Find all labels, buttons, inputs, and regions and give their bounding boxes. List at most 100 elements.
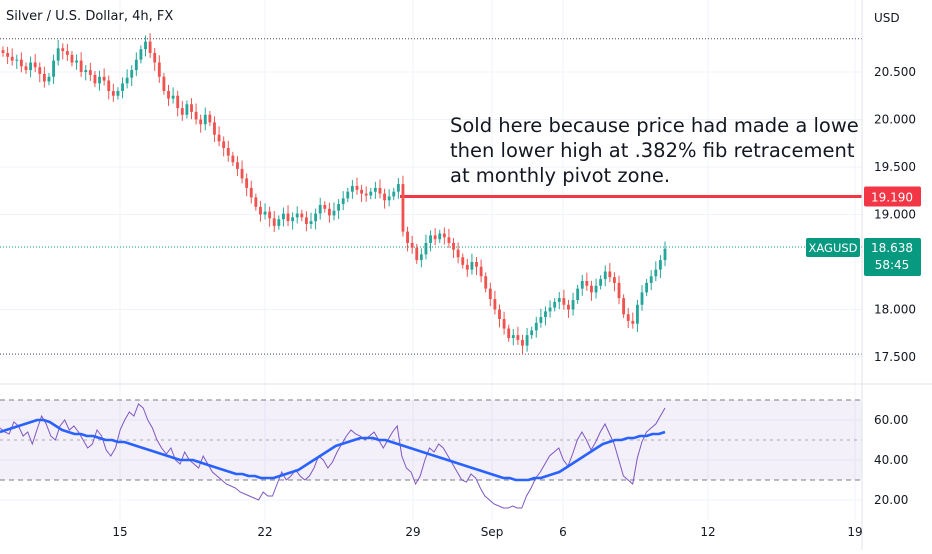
candle-body[interactable] <box>419 254 423 261</box>
candle-body[interactable] <box>654 269 658 277</box>
candlestick-series[interactable] <box>1 33 667 354</box>
candle-body[interactable] <box>658 260 662 270</box>
candle-body[interactable] <box>116 91 120 96</box>
candle-body[interactable] <box>98 76 101 84</box>
candle-body[interactable] <box>484 276 488 289</box>
candle-body[interactable] <box>603 271 607 280</box>
candle-body[interactable] <box>24 66 28 71</box>
candle-body[interactable] <box>562 298 566 305</box>
candle-body[interactable] <box>378 187 382 194</box>
candle-body[interactable] <box>231 155 235 163</box>
candle-body[interactable] <box>282 213 285 220</box>
candle-body[interactable] <box>19 59 23 67</box>
candle-body[interactable] <box>148 41 152 53</box>
candle-body[interactable] <box>608 271 612 278</box>
candle-body[interactable] <box>332 210 336 216</box>
candle-body[interactable] <box>61 48 65 52</box>
candle-body[interactable] <box>493 299 497 310</box>
candle-body[interactable] <box>125 77 129 84</box>
candle-body[interactable] <box>585 281 589 286</box>
candle-body[interactable] <box>373 187 377 192</box>
candle-body[interactable] <box>139 49 143 60</box>
candle-body[interactable] <box>75 60 78 63</box>
candle-body[interactable] <box>383 193 386 201</box>
candle-body[interactable] <box>56 48 60 61</box>
candle-body[interactable] <box>33 62 37 68</box>
candle-body[interactable] <box>144 41 147 50</box>
candle-body[interactable] <box>360 189 364 194</box>
rsi-panel[interactable] <box>0 399 862 509</box>
candle-body[interactable] <box>369 191 373 196</box>
candle-body[interactable] <box>465 264 469 270</box>
candle-body[interactable] <box>534 322 538 331</box>
candle-body[interactable] <box>199 119 203 125</box>
candle-body[interactable] <box>507 328 511 339</box>
candle-body[interactable] <box>222 141 226 148</box>
candle-body[interactable] <box>631 320 635 324</box>
candle-body[interactable] <box>259 206 262 215</box>
candle-body[interactable] <box>171 95 175 99</box>
candle-body[interactable] <box>102 76 106 81</box>
candle-body[interactable] <box>240 168 244 179</box>
candle-body[interactable] <box>79 60 83 72</box>
time-scale[interactable]: 15 22 29 Sep 6 12 19 <box>112 525 862 539</box>
candle-body[interactable] <box>300 213 304 218</box>
candle-body[interactable] <box>176 95 180 109</box>
candle-body[interactable] <box>557 298 561 302</box>
candle-body[interactable] <box>121 83 124 91</box>
candle-body[interactable] <box>52 60 55 77</box>
candle-body[interactable] <box>157 62 161 77</box>
candle-body[interactable] <box>6 53 10 57</box>
candle-body[interactable] <box>38 67 42 74</box>
candle-body[interactable] <box>350 186 354 192</box>
candle-body[interactable] <box>291 217 295 222</box>
candle-body[interactable] <box>511 335 515 338</box>
candle-body[interactable] <box>401 184 405 232</box>
candle-body[interactable] <box>327 208 331 216</box>
candle-body[interactable] <box>153 53 157 63</box>
candle-body[interactable] <box>15 59 19 61</box>
candle-body[interactable] <box>111 91 115 96</box>
candle-body[interactable] <box>635 304 639 324</box>
candle-body[interactable] <box>217 134 221 142</box>
candle-body[interactable] <box>571 300 575 310</box>
candle-body[interactable] <box>452 243 455 250</box>
candle-body[interactable] <box>442 233 446 238</box>
candle-body[interactable] <box>387 196 391 201</box>
candle-body[interactable] <box>539 317 543 323</box>
candle-body[interactable] <box>553 301 557 308</box>
candle-body[interactable] <box>475 262 478 267</box>
candle-body[interactable] <box>93 74 97 84</box>
candle-body[interactable] <box>277 219 281 226</box>
candle-body[interactable] <box>65 51 69 55</box>
candle-body[interactable] <box>134 59 138 71</box>
candle-body[interactable] <box>286 213 290 222</box>
candle-body[interactable] <box>167 91 170 99</box>
candle-body[interactable] <box>249 187 253 198</box>
candle-body[interactable] <box>84 70 88 72</box>
candle-body[interactable] <box>525 335 529 346</box>
candle-body[interactable] <box>544 311 547 318</box>
candle-body[interactable] <box>341 198 345 205</box>
candle-body[interactable] <box>194 111 198 120</box>
candle-body[interactable] <box>613 277 616 283</box>
candle-body[interactable] <box>640 292 644 305</box>
candle-body[interactable] <box>245 178 249 188</box>
candle-body[interactable] <box>88 70 92 75</box>
candle-body[interactable] <box>190 104 193 112</box>
candle-body[interactable] <box>433 235 437 240</box>
candle-body[interactable] <box>649 276 653 283</box>
candle-body[interactable] <box>236 162 239 169</box>
candle-body[interactable] <box>42 73 46 82</box>
candle-body[interactable] <box>318 205 322 214</box>
candle-body[interactable] <box>1 50 5 53</box>
candle-body[interactable] <box>309 221 313 224</box>
candle-body[interactable] <box>424 243 428 255</box>
candle-body[interactable] <box>272 218 276 226</box>
candle-body[interactable] <box>567 304 570 310</box>
candle-body[interactable] <box>590 285 593 293</box>
candle-body[interactable] <box>479 266 483 277</box>
candle-body[interactable] <box>617 282 621 299</box>
candle-body[interactable] <box>594 285 598 293</box>
